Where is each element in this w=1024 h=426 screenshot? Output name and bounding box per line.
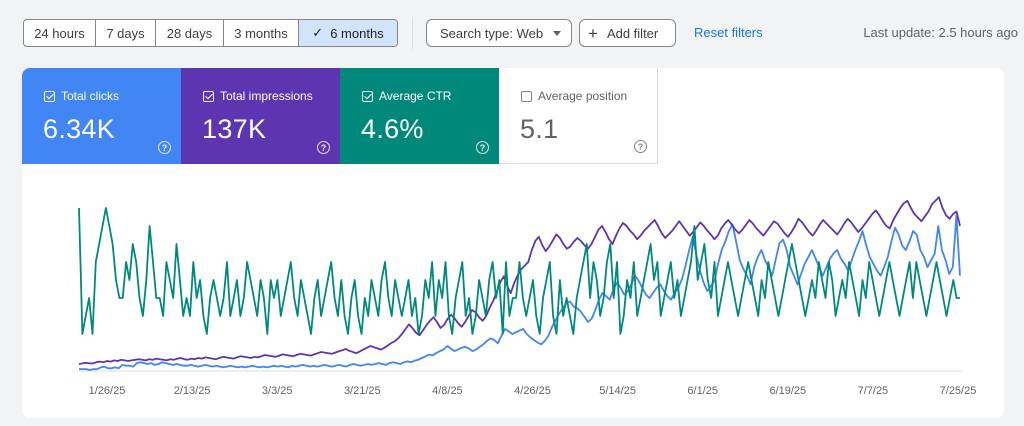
toolbar-divider bbox=[412, 17, 413, 49]
help-icon[interactable]: ? bbox=[158, 141, 171, 154]
series-line-total-clicks bbox=[79, 214, 961, 371]
checkbox-checked-icon bbox=[362, 90, 373, 102]
range-28-days-button[interactable]: 28 days bbox=[156, 20, 224, 46]
last-update-text: Last update: 2.5 hours ago bbox=[863, 25, 1018, 40]
metric-value: 4.6% bbox=[361, 114, 424, 144]
checkbox-checked-icon bbox=[44, 90, 55, 102]
metric-value: 5.1 bbox=[520, 114, 559, 144]
metric-total-clicks[interactable]: Total clicks 6.34K ? bbox=[22, 68, 181, 164]
help-icon[interactable]: ? bbox=[317, 141, 330, 154]
range-7-days-button[interactable]: 7 days bbox=[96, 20, 156, 46]
metric-average-position[interactable]: Average position 5.1 ? bbox=[499, 68, 658, 164]
x-tick-label: 7/25/25 bbox=[940, 385, 977, 397]
metric-total-impressions[interactable]: Total impressions 137K ? bbox=[181, 68, 340, 164]
series-line-average-ctr bbox=[78, 207, 960, 335]
plus-icon: + bbox=[588, 23, 598, 43]
range-24-hours-button[interactable]: 24 hours bbox=[24, 20, 96, 46]
toolbar: 24 hours 7 days 28 days 3 months ✓ 6 mont… bbox=[0, 0, 1024, 66]
search-type-dropdown[interactable]: Search type: Web bbox=[426, 19, 572, 47]
x-tick-label: 5/14/25 bbox=[599, 385, 636, 397]
x-tick-label: 7/7/25 bbox=[858, 385, 889, 397]
caret-down-icon bbox=[553, 30, 562, 36]
x-tick-label: 2/13/25 bbox=[174, 385, 211, 397]
help-icon[interactable]: ? bbox=[476, 141, 489, 154]
date-range-selector: 24 hours 7 days 28 days 3 months ✓ 6 mont… bbox=[23, 19, 398, 47]
checkbox-checked-icon bbox=[203, 90, 214, 102]
x-tick-label: 3/21/25 bbox=[344, 385, 381, 397]
x-tick-label: 6/1/25 bbox=[687, 385, 718, 397]
performance-card: Total clicks 6.34K ? Total impressions 1… bbox=[22, 68, 1004, 418]
reset-filters-link[interactable]: Reset filters bbox=[694, 25, 763, 40]
series-line-total-impressions bbox=[78, 196, 961, 365]
range-3-months-button[interactable]: 3 months bbox=[224, 20, 299, 46]
add-filter-button[interactable]: + Add filter bbox=[579, 19, 676, 47]
x-tick-label: 1/26/25 bbox=[89, 385, 126, 397]
metric-value: 137K bbox=[202, 114, 267, 144]
x-tick-label: 6/19/25 bbox=[769, 385, 806, 397]
metric-value: 6.34K bbox=[43, 114, 116, 144]
x-tick-label: 4/26/25 bbox=[514, 385, 551, 397]
x-tick-label: 4/8/25 bbox=[432, 385, 463, 397]
check-icon: ✓ bbox=[312, 25, 324, 40]
range-6-months-button[interactable]: ✓ 6 months bbox=[299, 20, 397, 46]
checkbox-unchecked-icon bbox=[521, 90, 532, 102]
help-icon[interactable]: ? bbox=[634, 140, 647, 153]
performance-chart: 1/26/25 2/13/25 3/3/25 3/21/25 4/8/25 4/26/25… bbox=[77, 196, 977, 397]
x-tick-label: 3/3/25 bbox=[262, 385, 293, 397]
metric-average-ctr[interactable]: Average CTR 4.6% ? bbox=[340, 68, 499, 164]
